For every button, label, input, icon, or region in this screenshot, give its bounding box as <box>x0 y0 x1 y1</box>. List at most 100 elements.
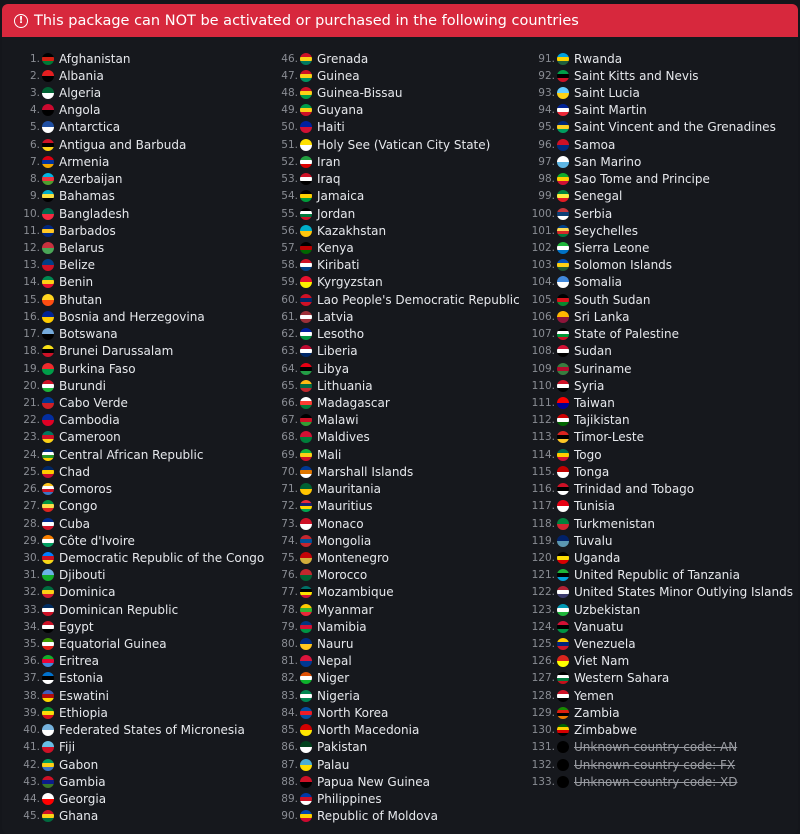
list-item-number: 103. <box>531 259 555 272</box>
list-item: 127. Western Sahara <box>519 670 793 687</box>
list-item-number: 95. <box>538 121 555 134</box>
flag-icon <box>300 448 312 461</box>
country-name: Mauritius <box>317 499 373 514</box>
country-name: Comoros <box>59 482 113 497</box>
list-item: 20. Burundi <box>4 377 264 394</box>
country-name: Democratic Republic of the Congo <box>59 550 265 565</box>
list-item-number: 53. <box>281 173 298 186</box>
list-item: 112. Tajikistan <box>519 412 793 429</box>
flag-icon <box>300 793 312 806</box>
list-item-number: 74. <box>281 534 298 547</box>
list-item: 38. Eswatini <box>4 687 264 704</box>
list-item: 21. Cabo Verde <box>4 394 264 411</box>
flag-icon <box>42 775 54 788</box>
list-item: 18. Brunei Darussalam <box>4 343 264 360</box>
flag-icon <box>557 655 569 668</box>
list-item: 43. Gambia <box>4 773 264 790</box>
flag-icon <box>557 775 569 788</box>
list-item: 27. Congo <box>4 498 264 515</box>
country-name: Senegal <box>574 189 623 204</box>
flag-icon <box>300 414 312 427</box>
country-name: Bhutan <box>59 292 103 307</box>
list-item-number: 16. <box>23 310 40 323</box>
list-item: 42. Gabon <box>4 756 264 773</box>
flag-icon <box>300 345 312 358</box>
list-item-number: 86. <box>281 741 298 754</box>
list-item-number: 122. <box>531 586 555 599</box>
list-item-number: 99. <box>538 190 555 203</box>
country-name: Cameroon <box>59 430 121 445</box>
country-name: Philippines <box>317 792 382 807</box>
list-item-number: 126. <box>531 655 555 668</box>
list-item-number: 7. <box>29 155 40 168</box>
list-item: 111. Taiwan <box>519 394 793 411</box>
country-name: Sri Lanka <box>574 309 630 324</box>
list-item: 132. Unknown country code: FX <box>519 756 793 773</box>
list-item-number: 115. <box>531 465 555 478</box>
list-item: 119. Tuvalu <box>519 532 793 549</box>
list-item: 56. Kazakhstan <box>262 222 520 239</box>
list-item-number: 123. <box>531 603 555 616</box>
country-name: Angola <box>59 103 101 118</box>
flag-icon <box>42 138 54 151</box>
country-name: Lao People's Democratic Republic <box>317 292 520 307</box>
country-name: Madagascar <box>317 395 390 410</box>
flag-icon <box>300 190 312 203</box>
list-item: 31. Djibouti <box>4 567 264 584</box>
list-item: 91. Rwanda <box>519 50 793 67</box>
list-item: 107. State of Palestine <box>519 326 793 343</box>
country-name: Unknown country code: XD <box>574 774 738 789</box>
country-name: Tonga <box>574 464 610 479</box>
flag-icon <box>557 517 569 530</box>
flag-icon <box>300 276 312 289</box>
list-item: 117. Tunisia <box>519 498 793 515</box>
flag-icon <box>300 551 312 564</box>
flag-icon <box>42 586 54 599</box>
list-item-number: 46. <box>281 52 298 65</box>
country-name: Unknown country code: AN <box>574 740 738 755</box>
list-item: 45. Ghana <box>4 808 264 825</box>
list-item: 26. Comoros <box>4 480 264 497</box>
country-name: Gambia <box>59 774 106 789</box>
country-name: Azerbaijan <box>59 172 123 187</box>
flag-icon <box>557 551 569 564</box>
list-item-number: 113. <box>531 431 555 444</box>
country-name: Mozambique <box>317 585 394 600</box>
flag-icon <box>300 379 312 392</box>
flag-icon <box>557 620 569 633</box>
list-item: 101. Seychelles <box>519 222 793 239</box>
country-name: Antigua and Barbuda <box>59 137 187 152</box>
flag-icon <box>300 741 312 754</box>
flag-icon <box>42 603 54 616</box>
flag-icon <box>42 379 54 392</box>
flag-icon <box>557 276 569 289</box>
country-name: North Korea <box>317 705 389 720</box>
list-item: 125. Venezuela <box>519 635 793 652</box>
country-name: Sao Tome and Principe <box>574 172 710 187</box>
list-item-number: 132. <box>531 758 555 771</box>
list-item-number: 65. <box>281 379 298 392</box>
alert-header: ! This package can NOT be activated or p… <box>2 4 798 37</box>
list-item-number: 20. <box>23 379 40 392</box>
flag-icon <box>42 276 54 289</box>
list-item: 104. Somalia <box>519 274 793 291</box>
country-name: Kenya <box>317 241 354 256</box>
list-item-number: 111. <box>531 396 555 409</box>
list-item-number: 97. <box>538 155 555 168</box>
list-item-number: 107. <box>531 328 555 341</box>
list-item: 78. Myanmar <box>262 601 520 618</box>
list-item: 32. Dominica <box>4 584 264 601</box>
flag-icon <box>557 190 569 203</box>
country-name: Dominica <box>59 585 116 600</box>
list-item: 122. United States Minor Outlying Islands <box>519 584 793 601</box>
country-name: Holy See (Vatican City State) <box>317 137 491 152</box>
list-item-number: 41. <box>23 741 40 754</box>
list-item-number: 27. <box>23 500 40 513</box>
list-item-number: 18. <box>23 345 40 358</box>
list-item-number: 31. <box>23 569 40 582</box>
list-item: 73. Monaco <box>262 515 520 532</box>
list-item-number: 73. <box>281 517 298 530</box>
country-name: Viet Nam <box>574 654 630 669</box>
country-name: Zimbabwe <box>574 723 638 738</box>
country-name: Lithuania <box>317 378 373 393</box>
